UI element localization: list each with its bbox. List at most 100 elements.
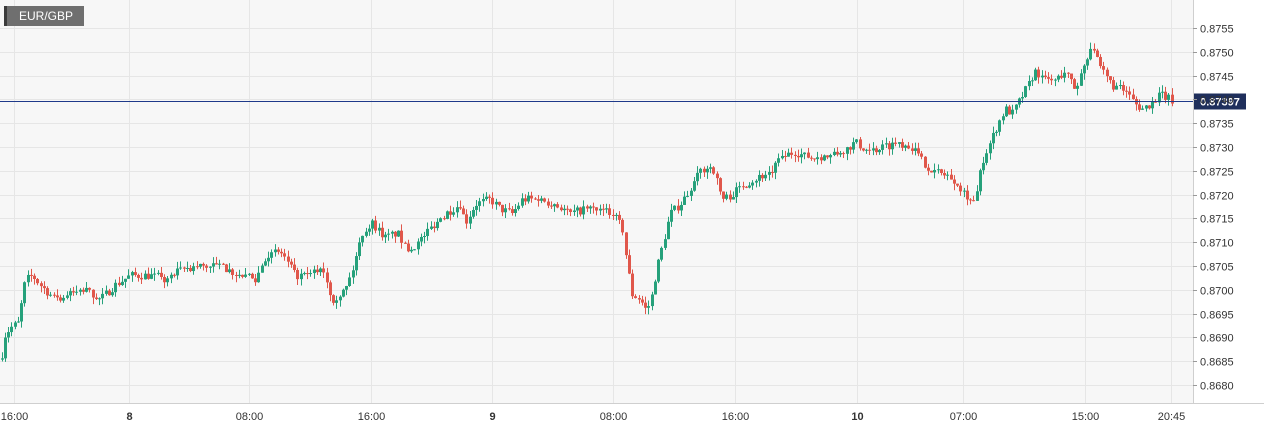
candle-body <box>543 198 546 202</box>
last-price-text: 0.87397 <box>1200 97 1240 109</box>
candle <box>621 218 624 236</box>
candle-body <box>790 152 793 155</box>
y-tick-label: 0.8680 <box>1200 381 1234 393</box>
candle-body <box>443 218 446 220</box>
candle <box>794 151 797 163</box>
candle <box>498 201 501 207</box>
candle <box>602 204 605 217</box>
x-tick-label: 08:00 <box>236 411 264 423</box>
candle <box>556 202 559 209</box>
candle <box>368 224 371 236</box>
candle-body <box>413 249 416 251</box>
candle-body <box>199 263 202 267</box>
candle-body <box>976 191 979 201</box>
candle <box>215 256 218 265</box>
candle-body <box>397 230 400 237</box>
candle-body <box>1167 94 1170 100</box>
candle <box>745 185 748 189</box>
candle-body <box>725 194 728 199</box>
candle-body <box>95 297 98 300</box>
candle <box>381 221 384 241</box>
candle <box>865 148 868 154</box>
candle <box>823 154 826 162</box>
candle-body <box>153 273 156 275</box>
candle-body <box>4 337 7 359</box>
candle-body <box>72 291 75 293</box>
candle-body <box>621 219 624 233</box>
candle <box>394 230 397 243</box>
candle-body <box>433 226 436 229</box>
candle <box>1008 104 1011 115</box>
symbol-label[interactable]: EUR/GBP <box>4 6 84 26</box>
candle <box>248 273 251 276</box>
candle-body <box>761 174 764 179</box>
candle-body <box>92 289 95 298</box>
candle-body <box>267 257 270 262</box>
candle-body <box>235 274 238 276</box>
candle-body <box>677 205 680 211</box>
candle <box>911 143 914 155</box>
candle-body <box>683 196 686 205</box>
candle <box>608 204 611 219</box>
candle-body <box>833 151 836 156</box>
y-tick-label: 0.8740 <box>1200 95 1234 107</box>
candle <box>7 327 10 343</box>
candle <box>443 215 446 221</box>
candle-body <box>859 139 862 149</box>
candle-body <box>147 273 150 279</box>
candle <box>53 292 56 298</box>
candle-body <box>1132 94 1135 100</box>
y-tick-label: 0.8685 <box>1200 357 1234 369</box>
candle-body <box>1089 48 1092 60</box>
candle-body <box>820 157 823 161</box>
candle-body <box>30 274 33 276</box>
candle <box>560 204 563 212</box>
candle-body <box>547 201 550 206</box>
candle-body <box>66 295 69 298</box>
candle-body <box>631 273 634 297</box>
candle <box>218 259 221 270</box>
candle-body <box>56 295 59 298</box>
candle-body <box>430 226 433 229</box>
candle <box>712 166 715 175</box>
candle <box>670 203 673 227</box>
candle <box>872 142 875 156</box>
candle-body <box>1005 106 1008 117</box>
candle-body <box>651 294 654 307</box>
candle <box>423 231 426 244</box>
candle-body <box>264 261 267 266</box>
candle-body <box>381 227 384 238</box>
candle-body <box>998 120 1001 132</box>
candle-body <box>550 205 553 207</box>
candle <box>205 264 208 273</box>
candle-body <box>257 272 260 283</box>
candle-body <box>423 236 426 238</box>
candle <box>1002 113 1005 125</box>
candle-body <box>745 186 748 188</box>
candle-body <box>992 132 995 144</box>
candle <box>387 228 390 241</box>
candle <box>917 142 920 157</box>
candle-body <box>410 249 413 252</box>
candle-body <box>485 196 488 200</box>
candle <box>1161 85 1164 99</box>
candle-body <box>387 233 390 235</box>
candle <box>790 147 793 159</box>
candle <box>329 280 332 302</box>
candle <box>225 263 228 273</box>
y-tick-label: 0.8715 <box>1200 214 1234 226</box>
candle-body <box>937 169 940 171</box>
candle-body <box>800 154 803 158</box>
candle-body <box>365 231 368 236</box>
candle-body <box>628 255 631 274</box>
candle <box>709 163 712 174</box>
candle <box>257 266 260 283</box>
candle-body <box>469 216 472 224</box>
candle <box>950 169 953 180</box>
candle <box>1128 86 1131 101</box>
candle-body <box>868 149 871 151</box>
candle <box>732 191 735 200</box>
candle-body <box>888 143 891 150</box>
candle-body <box>1015 104 1018 110</box>
